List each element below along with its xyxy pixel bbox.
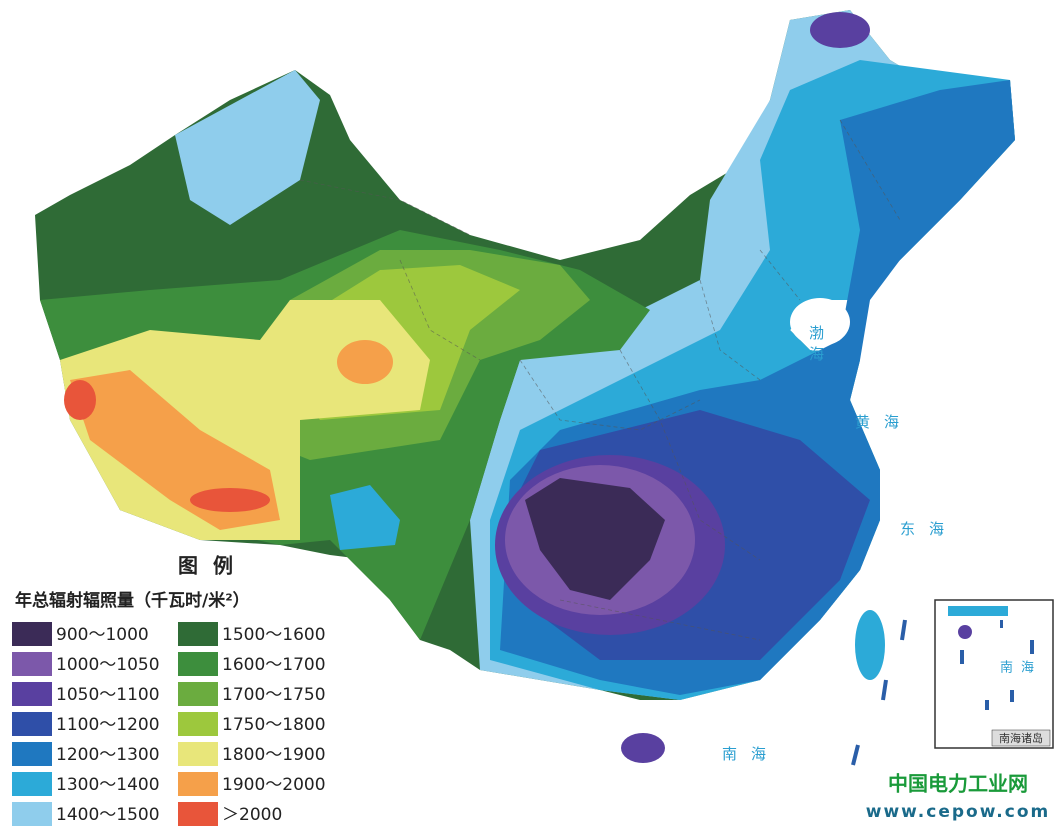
legend-label: 1750～1800 [222,715,326,735]
watermark-url: www.cepow.com [866,802,1051,822]
legend-swatch [12,802,52,826]
inset-caption: 南海诸岛 [999,731,1043,745]
legend-label: 1100～1200 [56,715,160,735]
inset-islands [948,606,1034,710]
legend-label: 1600～1700 [222,655,326,675]
legend-unit: 年总辐射辐照量（千瓦时/米²） [15,590,250,611]
legend-swatch [12,772,52,796]
borders [299,119,901,641]
radiation-zone [855,610,885,680]
radiation-zone [810,12,870,48]
inset-frame [934,599,1054,749]
legend-swatch [12,622,52,646]
radiation-zone [525,478,665,600]
watermark-name: 中国电力工业网 [888,772,1028,796]
legend-swatch [178,802,218,826]
radiation-zone [337,340,393,384]
province-borders [299,119,901,641]
legend-label: 1800～1900 [222,745,326,765]
legend-title: 图 例 [178,554,237,578]
legend-swatch [178,682,218,706]
legend-swatch [12,682,52,706]
legend-swatch [178,712,218,736]
legend-label: 1300～1400 [56,775,160,795]
inset-sea-label: 南海 [1000,660,1042,676]
inset-caption-box [991,729,1051,747]
legend-label: 900～1000 [56,625,149,645]
sea-label: 南海 [722,745,780,763]
legend-label: 1000～1050 [56,655,160,675]
legend: 900～1000 1000～1050 1050～1100 1100～1200 1200～… [12,622,326,826]
legend-label: ＞2000 [222,805,282,825]
legend-swatch [178,622,218,646]
radiation-zone [64,380,96,420]
legend-label: 1700～1750 [222,685,326,705]
legend-label: 1400～1500 [56,805,160,825]
radiation-zone [330,485,400,550]
legend-swatch [178,652,218,676]
legend-swatch [12,652,52,676]
legend-swatch [12,742,52,766]
legend-swatch [178,772,218,796]
legend-swatch [178,742,218,766]
radiation-zone [190,488,270,512]
radiation-zone [175,70,320,225]
sea-label: 渤海 [807,325,825,367]
regions [35,10,1015,763]
legend-label: 1500～1600 [222,625,326,645]
legend-label: 1900～2000 [222,775,326,795]
legend-label: 1200～1300 [56,745,160,765]
sea-label: 黄海 [855,413,913,431]
sea-label: 东海 [900,520,958,538]
legend-swatch [12,712,52,736]
dash-islands [851,619,907,766]
bohai-sea [790,298,850,346]
legend-label: 1050～1100 [56,685,160,705]
radiation-zone [621,733,665,763]
